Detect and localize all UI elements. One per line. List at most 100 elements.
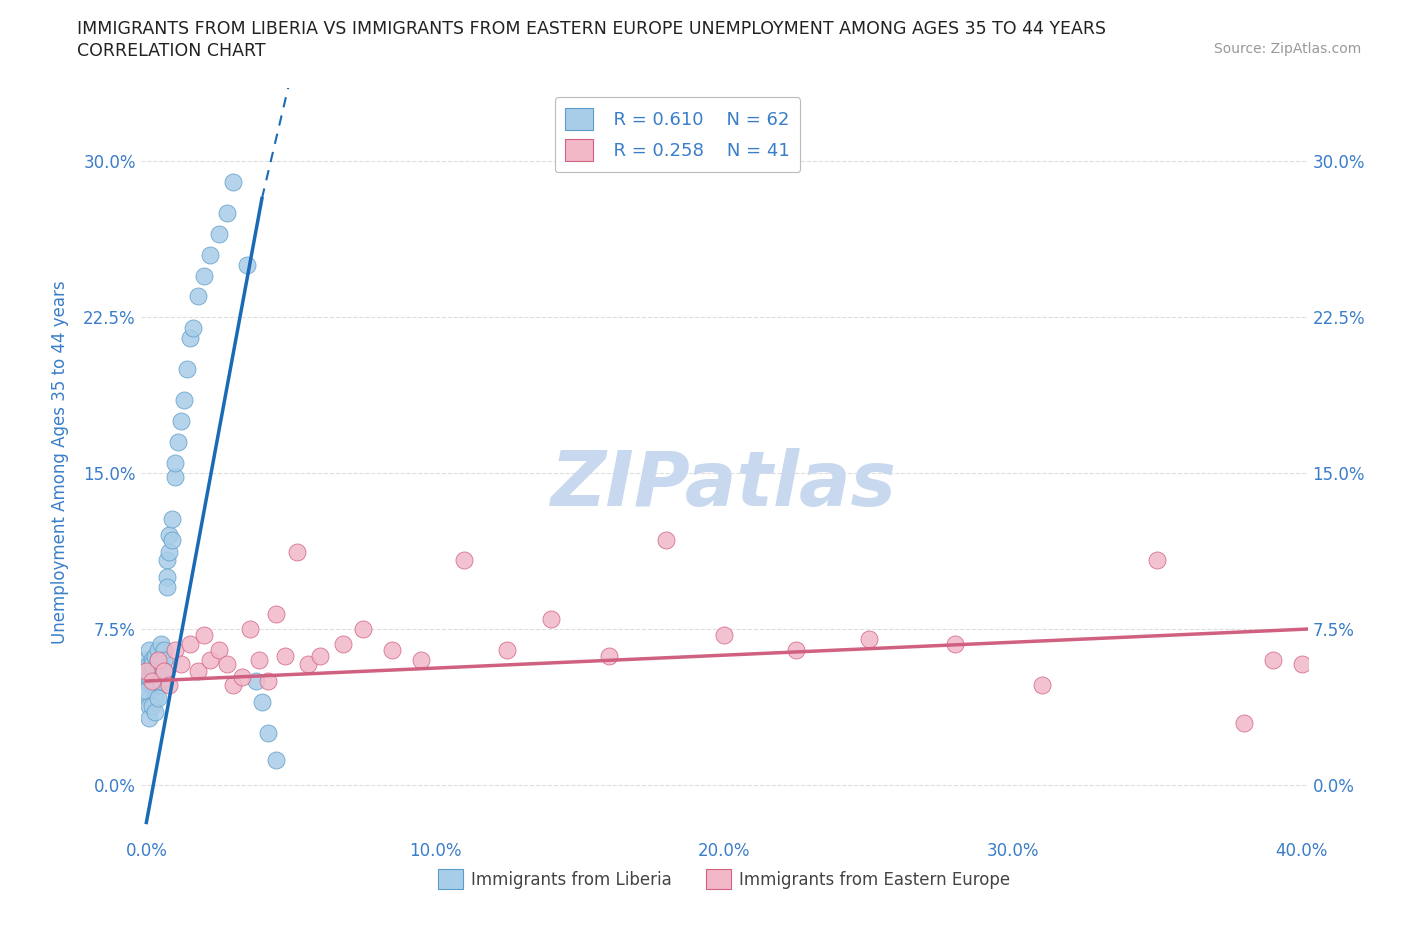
Point bbox=[266, 607, 288, 622]
Point bbox=[713, 628, 735, 643]
Point bbox=[135, 684, 157, 698]
Point bbox=[152, 643, 174, 658]
Point bbox=[162, 532, 184, 547]
Point bbox=[146, 663, 169, 678]
Point bbox=[598, 648, 620, 663]
Point bbox=[1261, 653, 1284, 668]
Y-axis label: Unemployment Among Ages 35 to 44 years: Unemployment Among Ages 35 to 44 years bbox=[51, 281, 69, 644]
Point bbox=[207, 643, 229, 658]
Text: ZIPatlas: ZIPatlas bbox=[551, 448, 897, 522]
Point bbox=[138, 643, 160, 658]
Point bbox=[247, 653, 270, 668]
Point bbox=[217, 657, 239, 671]
Point bbox=[496, 643, 519, 658]
Point bbox=[274, 648, 297, 663]
Point bbox=[149, 653, 172, 668]
Point bbox=[173, 392, 195, 407]
Point bbox=[146, 678, 169, 693]
Point bbox=[165, 456, 187, 471]
Point bbox=[149, 636, 172, 651]
Point bbox=[231, 670, 253, 684]
Point bbox=[146, 690, 169, 705]
Point bbox=[141, 663, 163, 678]
Point bbox=[167, 434, 190, 449]
Point bbox=[152, 663, 174, 678]
Point bbox=[193, 268, 215, 283]
Point bbox=[858, 632, 880, 647]
Point bbox=[165, 643, 187, 658]
Point bbox=[193, 628, 215, 643]
Point bbox=[256, 673, 278, 688]
Point bbox=[187, 663, 209, 678]
Point bbox=[149, 663, 172, 678]
Point bbox=[152, 663, 174, 678]
Point bbox=[943, 636, 966, 651]
Point bbox=[141, 670, 163, 684]
Point bbox=[135, 653, 157, 668]
Point bbox=[187, 289, 209, 304]
Point bbox=[143, 648, 166, 663]
Point bbox=[152, 663, 174, 678]
Point bbox=[143, 678, 166, 693]
Point bbox=[1233, 715, 1256, 730]
Point bbox=[453, 553, 475, 568]
Point bbox=[1031, 678, 1053, 693]
Point bbox=[207, 227, 229, 242]
Point bbox=[138, 690, 160, 705]
Point bbox=[162, 512, 184, 526]
Point bbox=[146, 653, 169, 668]
Point bbox=[135, 673, 157, 688]
Point bbox=[236, 258, 259, 272]
Point bbox=[135, 663, 157, 678]
Point bbox=[159, 545, 181, 560]
Point bbox=[146, 643, 169, 658]
Point bbox=[159, 678, 181, 693]
Point bbox=[245, 673, 267, 688]
Point bbox=[170, 657, 193, 671]
Point bbox=[155, 569, 177, 584]
Point bbox=[170, 414, 193, 429]
Point bbox=[409, 653, 432, 668]
Point bbox=[381, 643, 404, 658]
Point bbox=[239, 621, 262, 636]
Point bbox=[285, 545, 308, 560]
Point bbox=[308, 648, 330, 663]
Point bbox=[181, 320, 204, 335]
Point bbox=[138, 670, 160, 684]
Point bbox=[352, 621, 374, 636]
Point bbox=[138, 711, 160, 726]
Point bbox=[179, 330, 201, 345]
Point bbox=[152, 653, 174, 668]
Point bbox=[222, 678, 245, 693]
Point bbox=[149, 673, 172, 688]
Point bbox=[165, 470, 187, 485]
Point bbox=[198, 247, 221, 262]
Point bbox=[256, 725, 278, 740]
Point bbox=[250, 695, 273, 710]
Point bbox=[159, 528, 181, 543]
Point bbox=[146, 653, 169, 668]
Point bbox=[332, 636, 354, 651]
Point bbox=[143, 705, 166, 720]
Point bbox=[143, 663, 166, 678]
Point bbox=[149, 678, 172, 693]
Point bbox=[143, 690, 166, 705]
Text: Source: ZipAtlas.com: Source: ZipAtlas.com bbox=[1213, 42, 1361, 56]
Point bbox=[141, 698, 163, 713]
Point bbox=[138, 698, 160, 713]
Point bbox=[540, 611, 562, 626]
Point bbox=[141, 657, 163, 671]
Text: CORRELATION CHART: CORRELATION CHART bbox=[77, 42, 266, 60]
Point bbox=[138, 678, 160, 693]
Point bbox=[141, 678, 163, 693]
Point bbox=[266, 752, 288, 767]
Point bbox=[155, 580, 177, 595]
Point bbox=[138, 657, 160, 671]
Legend: Immigrants from Liberia, Immigrants from Eastern Europe: Immigrants from Liberia, Immigrants from… bbox=[432, 862, 1017, 896]
Point bbox=[217, 206, 239, 220]
Point bbox=[297, 657, 319, 671]
Point bbox=[141, 653, 163, 668]
Point bbox=[222, 175, 245, 190]
Text: IMMIGRANTS FROM LIBERIA VS IMMIGRANTS FROM EASTERN EUROPE UNEMPLOYMENT AMONG AGE: IMMIGRANTS FROM LIBERIA VS IMMIGRANTS FR… bbox=[77, 20, 1107, 38]
Point bbox=[1146, 553, 1168, 568]
